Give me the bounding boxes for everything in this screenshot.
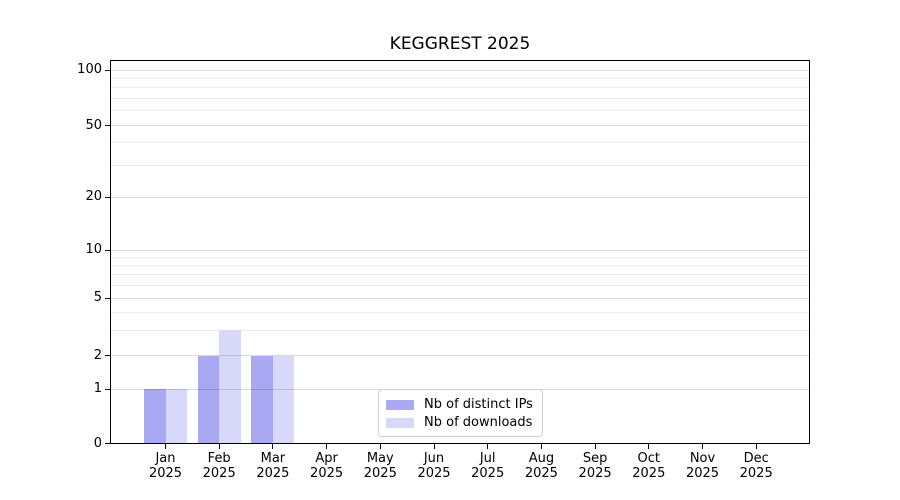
y-axis-tick-label: 20 [85,189,102,204]
gridline-major [111,297,809,299]
gridline-minor [111,164,809,166]
y-axis-tick-mark [105,125,110,126]
x-axis-tick-mark [433,444,435,449]
x-axis-tick-label: Feb 2025 [202,451,236,481]
y-axis-tick-mark [105,297,110,299]
gridline-minor [111,284,809,286]
x-axis-tick-mark [379,444,381,449]
x-axis-tick-label: Mar 2025 [256,451,290,481]
x-axis-tick-mark [540,444,542,449]
gridline-minor [111,329,809,331]
y-axis-tick-mark [105,388,110,390]
y-axis-tick-mark [105,196,110,198]
gridline-major [111,355,809,356]
gridline-major [111,125,809,126]
x-axis-tick-label: May 2025 [363,451,397,481]
x-axis-tick-label: Sep 2025 [578,451,612,481]
x-axis-tick-label: Apr 2025 [310,451,344,481]
y-axis-tick-label: 1 [93,381,102,396]
x-axis-tick-mark [487,444,489,449]
legend-swatch-distinct-ips-icon [386,400,414,410]
x-axis-tick-mark [594,444,596,449]
bar-downloads [272,355,295,444]
gridline-minor [111,274,809,276]
legend-swatch-downloads-icon [386,418,414,428]
y-axis-tick-label: 2 [93,347,102,363]
gridline-minor [111,264,809,266]
x-axis-tick-mark [702,444,703,449]
bar-downloads [165,389,187,444]
x-axis-tick-label: Aug 2025 [524,451,558,481]
x-axis-tick-mark [648,444,650,449]
x-axis-tick-mark [755,444,757,449]
bar-distinct-ips [197,355,220,444]
legend-item-downloads: Nb of downloads [386,414,535,432]
gridline-minor [111,98,809,100]
x-axis-tick-label: Dec 2025 [739,451,773,481]
bar-distinct-ips [251,355,273,444]
bar-distinct-ips [144,389,166,444]
y-axis-tick-label: 0 [93,435,102,451]
gridline-minor [111,110,809,112]
bar-downloads [219,330,241,444]
legend-item-label: Nb of distinct IPs [424,397,533,412]
y-axis-tick-label: 10 [85,242,102,257]
y-axis-tick-mark [105,69,110,71]
x-axis-tick-label: Nov 2025 [685,451,720,481]
x-axis-tick-label: Jul 2025 [471,451,505,481]
legend-item-label: Nb of downloads [424,415,533,430]
gridline-major [111,249,809,251]
gridline-major [111,69,809,71]
legend: Nb of distinct IPs Nb of downloads [378,389,543,437]
gridline-minor [111,256,809,258]
y-axis-tick-label: 100 [77,62,102,77]
gridline-minor [111,311,809,313]
x-axis-tick-mark [218,444,220,449]
gridline-minor [111,77,809,79]
y-axis-tick-label: 50 [85,117,102,133]
y-axis-tick-mark [105,355,110,356]
gridline-minor [111,87,809,89]
chart-title: KEGGREST 2025 [389,34,531,54]
x-axis-tick-label: Jan 2025 [148,451,183,481]
legend-item-distinct-ips: Nb of distinct IPs [386,396,535,414]
y-axis-tick-mark [105,443,110,444]
gridline-major [111,196,809,198]
x-axis-tick-mark [272,444,274,449]
y-axis-tick-mark [105,249,110,251]
x-axis-tick-label: Jun 2025 [417,451,451,481]
x-axis-tick-label: Oct 2025 [632,451,666,481]
gridline-minor [111,142,809,144]
y-axis-tick-label: 5 [93,290,102,305]
x-axis-tick-mark [165,444,166,449]
x-axis-tick-mark [326,444,328,449]
